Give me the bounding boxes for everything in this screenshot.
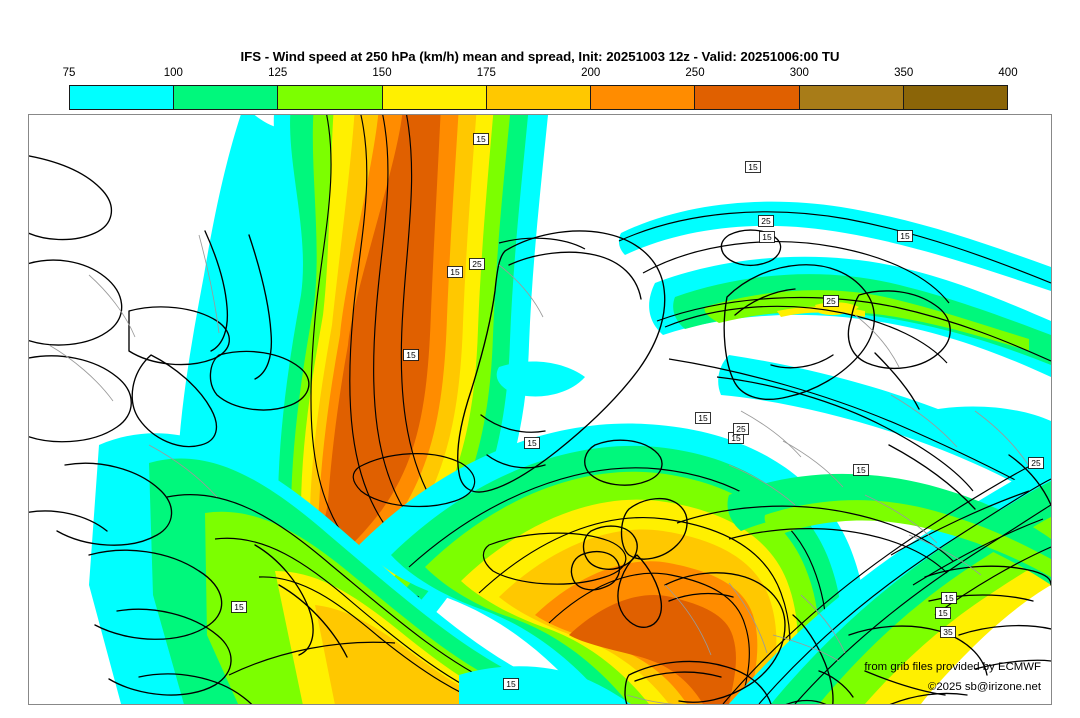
contour-label-box xyxy=(503,678,519,690)
contour-label-text: 35 xyxy=(943,627,953,637)
contour-label-text: 15 xyxy=(406,350,416,360)
contour-label-text: 15 xyxy=(527,438,537,448)
contour-label-box xyxy=(473,133,489,145)
contour-label-box xyxy=(853,464,869,476)
contour-label-text: 25 xyxy=(472,259,482,269)
colorbar-tick-400: 400 xyxy=(998,67,1018,79)
contour-label-box xyxy=(940,626,956,638)
contour-label-text: 25 xyxy=(761,216,771,226)
contour-label-box xyxy=(469,258,485,270)
credit-copyright: ©2025 sb@irizone.net xyxy=(927,681,1041,693)
colorbar-band-cyan xyxy=(70,86,175,109)
contour-label-box xyxy=(941,592,957,604)
coastlines xyxy=(29,155,1051,704)
chart-title: IFS - Wind speed at 250 hPa (km/h) mean … xyxy=(240,49,840,64)
contour-label-text: 15 xyxy=(762,232,772,242)
contour-label-box xyxy=(897,230,913,242)
colorbar-tick-300: 300 xyxy=(789,67,809,79)
map-panel: 15 15 15 25 15 15 25 15 15 25 15 15 25 15 25 15 15 35 15 15… xyxy=(28,114,1052,705)
contour-label-box xyxy=(758,215,774,227)
contour-label-text: 15 xyxy=(748,162,758,172)
colorbar-tick-labels: 75100125150175200250300350400450 xyxy=(63,67,1018,83)
colorbar-tick-250: 250 xyxy=(685,67,705,79)
contour-label-text: 15 xyxy=(234,602,244,612)
contour-label-box xyxy=(935,607,951,619)
contour-label-box xyxy=(695,412,711,424)
contour-label-text: 25 xyxy=(1031,458,1041,468)
colorbar-bands xyxy=(69,85,1008,110)
contourf-minor-patches xyxy=(459,302,1051,704)
contour-label-box xyxy=(733,423,749,435)
colorbar-band-dark-orange xyxy=(695,86,800,109)
colorbar-band-orange xyxy=(591,86,696,109)
contour-label-text: 15 xyxy=(731,433,741,443)
contour-label-text: 15 xyxy=(944,593,954,603)
contour-label-box xyxy=(1028,457,1044,469)
colorbar-tick-175: 175 xyxy=(476,67,496,79)
contour-label-text: 15 xyxy=(476,134,486,144)
contour-label-text: 25 xyxy=(826,296,836,306)
colorbar-tick-150: 150 xyxy=(372,67,392,79)
colorbar-band-chartreuse xyxy=(278,86,383,109)
contour-label-box xyxy=(231,601,247,613)
contour-label-text: 15 xyxy=(938,608,948,618)
contour-label-text: 15 xyxy=(450,267,460,277)
colorbar-tick-100: 100 xyxy=(163,67,183,79)
contourf-mediterranean-jet xyxy=(722,454,1051,704)
colorbar-band-yellow xyxy=(382,86,487,109)
contour-label-box xyxy=(823,295,839,307)
contourf-west-atlantic-jet xyxy=(89,433,617,704)
colorbar-tick-350: 350 xyxy=(894,67,914,79)
contour-label-box xyxy=(524,437,540,449)
colorbar-band-dark-olive xyxy=(903,86,1007,109)
colorbar: 75100125150175200250300350400450 xyxy=(63,67,1018,110)
contour-label-text: 15 xyxy=(900,231,910,241)
credit-source: from grib files provided by ECMWF xyxy=(864,661,1041,673)
contour-label-box xyxy=(759,231,775,243)
colorbar-band-amber xyxy=(486,86,592,109)
contour-label-text: 25 xyxy=(736,424,746,434)
contour-label-text: 15 xyxy=(856,465,866,475)
colorbar-tick-125: 125 xyxy=(268,67,288,79)
colorbar-band-spring-green xyxy=(174,86,279,109)
contour-label-box xyxy=(447,266,463,278)
colorbar-tick-75: 75 xyxy=(62,67,76,79)
contour-label-text: 15 xyxy=(506,679,516,689)
colorbar-band-olive xyxy=(799,86,904,109)
colorbar-tick-200: 200 xyxy=(581,67,601,79)
contourf-northeast-bands xyxy=(618,201,1051,503)
contour-label-box xyxy=(403,349,419,361)
contour-label-box xyxy=(745,161,761,173)
political-borders xyxy=(48,234,1032,704)
contour-label-text: 15 xyxy=(698,413,708,423)
